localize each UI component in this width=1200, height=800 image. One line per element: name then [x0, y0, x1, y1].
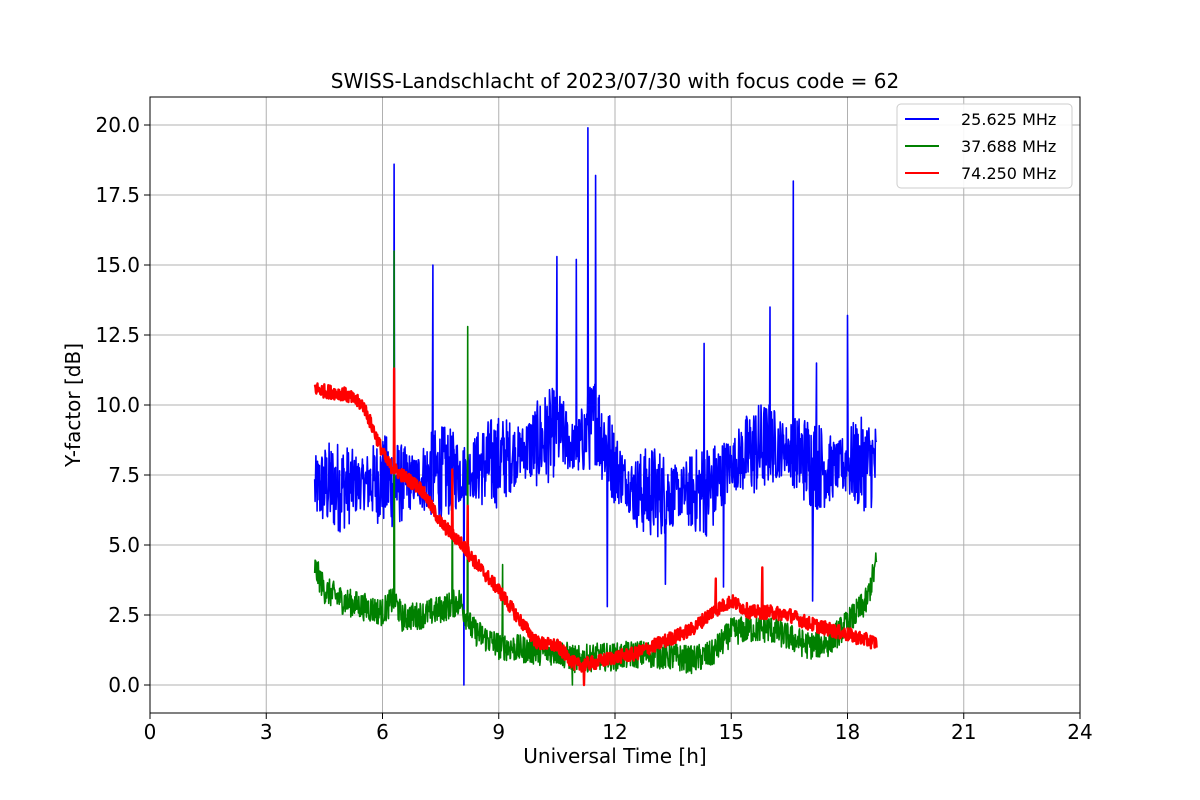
x-tick-label: 15: [719, 720, 744, 744]
y-tick-label: 0.0: [108, 673, 140, 697]
x-tick-label: 0: [144, 720, 157, 744]
y-tick-label: 5.0: [108, 533, 140, 557]
y-tick-label: 17.5: [95, 183, 140, 207]
x-tick-label: 24: [1067, 720, 1092, 744]
y-tick-label: 20.0: [95, 113, 140, 137]
x-tick-label: 12: [602, 720, 627, 744]
x-tick-label: 9: [492, 720, 505, 744]
legend-box: [896, 103, 1073, 189]
x-tick-label: 18: [835, 720, 860, 744]
y-tick-label: 12.5: [95, 323, 140, 347]
x-axis-label: Universal Time [h]: [523, 744, 706, 768]
y-tick-label: 2.5: [108, 603, 140, 627]
x-tick-label: 6: [376, 720, 389, 744]
legend-label-2: 37.688 MHz: [961, 137, 1056, 156]
chart-title: SWISS-Landschlacht of 2023/07/30 with fo…: [331, 69, 899, 93]
y-axis-label: Y-factor [dB]: [61, 343, 85, 468]
legend: 25.625 MHz 37.688 MHz 74.250 MHz: [896, 103, 1073, 189]
y-tick-label: 7.5: [108, 463, 140, 487]
series-layer: [313, 127, 878, 687]
y-tick-label: 15.0: [95, 253, 140, 277]
legend-label-3: 74.250 MHz: [961, 164, 1056, 183]
series-line-2: [313, 250, 878, 686]
series-line-3: [313, 367, 878, 687]
y-tick-label: 10.0: [95, 393, 140, 417]
ticks: 0 3 6 9 12 15 18 21 24 0.0 2.5 5.0 7.5 10.0 12.5 15.0 17…: [95, 113, 1092, 744]
x-tick-label: 3: [260, 720, 273, 744]
legend-label-1: 25.625 MHz: [961, 110, 1056, 129]
x-tick-label: 21: [951, 720, 976, 744]
